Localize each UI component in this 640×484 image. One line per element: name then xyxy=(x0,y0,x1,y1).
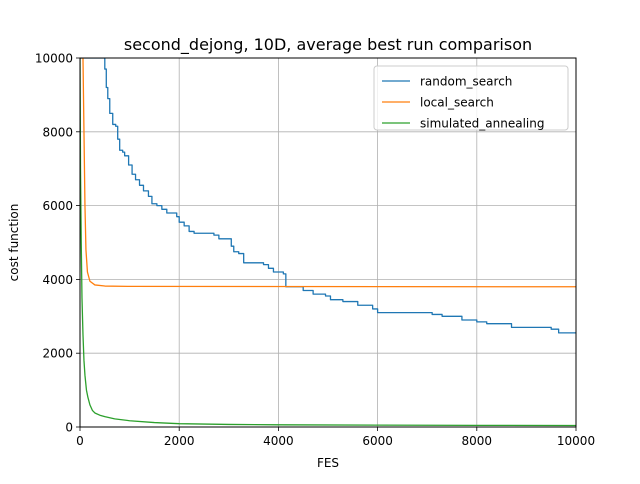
legend-label: random_search xyxy=(420,75,512,89)
y-tick-label: 0 xyxy=(65,421,73,435)
x-tick-label: 8000 xyxy=(462,434,493,448)
y-tick-label: 10000 xyxy=(35,52,73,66)
x-tick-label: 10000 xyxy=(557,434,595,448)
x-axis: 0 2000 4000 6000 8000 10000 xyxy=(76,427,595,448)
y-axis: 0 2000 4000 6000 8000 10000 xyxy=(35,52,80,435)
x-axis-label: FES xyxy=(317,456,339,470)
legend-box xyxy=(373,65,569,131)
chart-title: second_dejong, 10D, average best run com… xyxy=(124,35,532,55)
series-layer xyxy=(80,58,576,427)
x-tick-label: 2000 xyxy=(164,434,195,448)
y-axis-label: cost function xyxy=(7,204,21,282)
legend: random_search local_search simulated_annea… xyxy=(373,65,569,131)
y-tick-label: 2000 xyxy=(42,347,73,361)
y-tick-label: 6000 xyxy=(42,199,73,213)
x-tick-label: 6000 xyxy=(362,434,393,448)
plot-frame xyxy=(79,57,577,428)
x-tick-label: 0 xyxy=(76,434,84,448)
x-tick-label: 4000 xyxy=(263,434,294,448)
legend-label: local_search xyxy=(420,96,494,110)
series-line-random-search xyxy=(80,58,576,334)
legend-label: simulated_annealing xyxy=(420,117,544,131)
y-tick-label: 8000 xyxy=(42,125,73,139)
series-line-simulated-annealing xyxy=(80,58,576,427)
series-line-local-search xyxy=(80,58,576,288)
y-tick-label: 4000 xyxy=(42,273,73,287)
grid xyxy=(79,57,577,428)
